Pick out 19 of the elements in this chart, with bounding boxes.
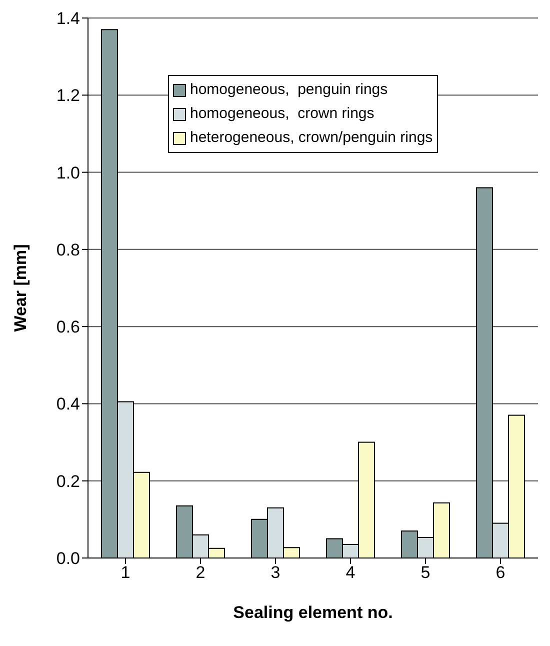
legend-label: homogeneous, penguin rings	[190, 80, 388, 100]
legend-label: heterogeneous, crown/penguin rings	[190, 128, 433, 148]
x-tick-label: 5	[420, 563, 430, 582]
x-axis-title: Sealing element no.	[233, 603, 393, 622]
x-tick-label: 1	[120, 563, 130, 582]
y-axis-title: Wear [mm]	[11, 244, 30, 332]
legend-label: homogeneous, crown rings	[190, 104, 374, 124]
y-tick-label: 1.0	[56, 163, 80, 182]
y-tick-label: 0.6	[56, 318, 80, 337]
y-tick-label: 1.4	[56, 9, 80, 28]
y-tick-label: 0.2	[56, 472, 80, 491]
y-tick-label: 0.8	[56, 240, 80, 260]
x-tick-label: 6	[496, 563, 506, 582]
y-tick-label: 0.4	[56, 394, 80, 414]
y-tick-label: 0.0	[56, 549, 80, 568]
y-tick-label: 1.2	[56, 86, 80, 106]
x-tick-label: 2	[196, 563, 206, 582]
x-tick-label: 3	[270, 563, 280, 582]
x-tick-label: 4	[346, 563, 356, 582]
